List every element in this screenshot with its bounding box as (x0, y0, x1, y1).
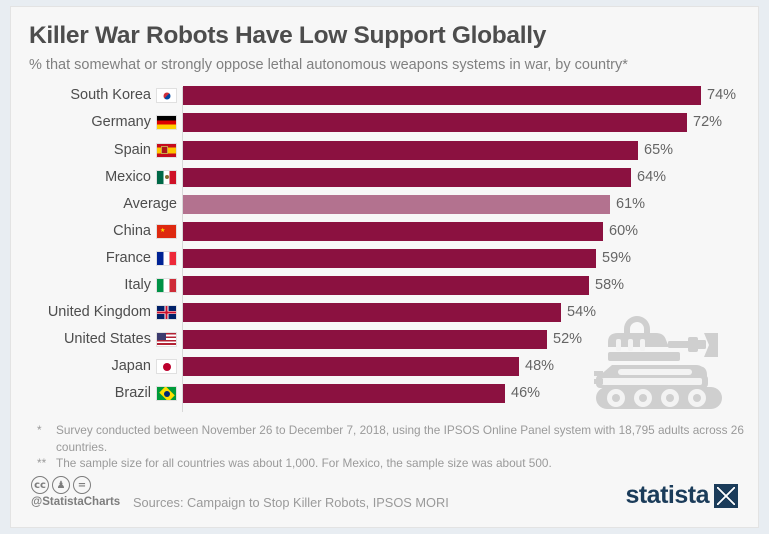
country-label: Average (123, 195, 177, 212)
bar (183, 140, 638, 160)
statista-wordmark: statista (625, 481, 709, 509)
bar-row-label: Mexico (105, 168, 177, 187)
bar-row: Japan 48% (11, 357, 758, 384)
chart-subtitle: % that somewhat or strongly oppose letha… (29, 56, 628, 73)
bar (183, 248, 596, 268)
bar-row: Spain 65% (11, 140, 758, 168)
bar-chart-plot-area: South Korea 74% Germany 72% Spain 65% Mexico 64… (11, 86, 758, 416)
flag-germany-icon (156, 115, 177, 131)
bar (183, 357, 519, 377)
bar-row-label: Average (123, 195, 177, 214)
footnote: * Survey conducted between November 26 to… (37, 422, 758, 455)
bar (183, 86, 701, 106)
bar-row: Germany 72% (11, 113, 758, 140)
bar (183, 384, 505, 404)
bar-row: United Kingdom 54% (11, 303, 758, 330)
chart-title: Killer War Robots Have Low Support Globa… (29, 22, 547, 49)
bar (183, 221, 603, 241)
statista-logo-mark (714, 483, 738, 508)
chart-header: Killer War Robots Have Low Support Globa… (11, 7, 758, 74)
cc-icon: cc (31, 476, 49, 494)
bar-value-label: 54% (567, 304, 597, 321)
bar-value-label: 59% (602, 249, 632, 266)
country-label: France (105, 249, 151, 266)
country-label: China (113, 222, 151, 239)
country-label: Japan (111, 358, 151, 375)
flag-south-korea-icon (156, 88, 177, 104)
bar-row-label: Japan (111, 357, 177, 376)
country-label: South Korea (70, 87, 151, 104)
bar (183, 330, 547, 350)
bar-row: Mexico 64% (11, 167, 758, 195)
bar (183, 167, 631, 187)
footnote-text: Survey conducted between November 26 to … (56, 423, 744, 454)
bar-value-label: 58% (595, 276, 625, 293)
flag-spain-icon (156, 142, 177, 158)
flag-italy-icon (156, 277, 177, 293)
bar-value-label: 52% (553, 331, 583, 348)
statista-charts-handle: @StatistaCharts (31, 496, 121, 508)
bar (183, 303, 561, 323)
flag-china-icon: ★ (156, 223, 177, 239)
footnote-text: The sample size for all countries was ab… (56, 455, 552, 470)
bar-rows: South Korea 74% Germany 72% Spain 65% Mexico 64… (11, 86, 758, 411)
flag-france-icon (156, 250, 177, 266)
cc-nd-equals-icon: = (73, 476, 91, 494)
bar-row-label: Italy (124, 276, 177, 295)
bar-value-label: 64% (637, 168, 667, 185)
bar-row-label: France (106, 249, 177, 268)
country-label: United Kingdom (47, 304, 151, 321)
bar-row-label: Brazil (115, 384, 177, 403)
country-label: United States (63, 331, 151, 348)
statista-logo[interactable]: statista (625, 481, 738, 510)
country-label: Spain (113, 141, 151, 158)
bar-row: South Korea 74% (11, 86, 758, 113)
footnotes: * Survey conducted between November 26 to… (11, 422, 758, 471)
bar-value-label: 48% (525, 358, 555, 375)
footnote-mark: ** (37, 455, 47, 470)
footnote-mark: * (37, 423, 42, 438)
bar-value-label: 60% (609, 222, 639, 239)
flag-brazil-icon (156, 386, 177, 402)
chart-footer: cc ♟ = @StatistaCharts Sources: Campaign… (11, 475, 758, 527)
bar-row-label: China ★ (113, 222, 177, 241)
bar-row-label: United Kingdom (48, 303, 177, 322)
bar (183, 113, 687, 133)
bar-value-label: 65% (644, 141, 674, 158)
bar-value-label: 46% (511, 385, 541, 402)
cc-by-person-icon: ♟ (52, 476, 70, 494)
value-axis-line (182, 87, 183, 413)
bar-row-label: Germany (91, 113, 177, 132)
creative-commons-block: cc ♟ = @StatistaCharts (31, 476, 120, 508)
bar (183, 194, 610, 214)
creative-commons-icons: cc ♟ = (31, 476, 120, 494)
bar-row-label: United States (64, 330, 177, 349)
flag-united-states-icon (156, 332, 177, 348)
bar-row: Average 61% (11, 194, 758, 222)
bar-row: United States 52% (11, 330, 758, 357)
flag-mexico-icon (156, 169, 177, 185)
bar (183, 275, 589, 295)
country-label: Mexico (105, 168, 151, 185)
sources-text: Sources: Campaign to Stop Killer Robots,… (133, 495, 449, 510)
bar-row: France 59% (11, 248, 758, 276)
infographic-card: Killer War Robots Have Low Support Globa… (10, 6, 759, 528)
bar-value-label: 74% (707, 87, 737, 104)
bar-row: Brazil 46% (11, 384, 758, 411)
country-label: Brazil (114, 385, 151, 402)
country-label: Italy (124, 276, 151, 293)
bar-row: China ★ 60% (11, 221, 758, 249)
country-label: Germany (91, 114, 151, 131)
flag-japan-icon (156, 359, 177, 375)
bar-value-label: 61% (616, 195, 646, 212)
bar-row-label: Spain (114, 141, 177, 160)
bar-value-label: 72% (693, 114, 723, 131)
bar-row: Italy 58% (11, 275, 758, 303)
bar-row-label: South Korea (70, 86, 177, 105)
flag-united-kingdom-icon (156, 305, 177, 321)
footnote: ** The sample size for all countries was … (37, 455, 758, 471)
